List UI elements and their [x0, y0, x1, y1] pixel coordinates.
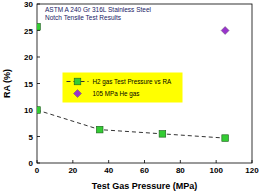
x-tick-label: 80 — [176, 166, 185, 175]
y-tick-label: 30 — [24, 0, 33, 9]
x-tick — [37, 160, 38, 163]
series-line — [37, 110, 225, 138]
y-tick — [37, 163, 40, 164]
subtitle: Notch Tensile Test Results — [45, 14, 122, 21]
x-axis-label: Test Gas Pressure (MPa) — [92, 181, 197, 191]
x-tick-label: 20 — [68, 166, 77, 175]
x-tick-label: 40 — [104, 166, 113, 175]
y-tick — [37, 57, 40, 58]
data-point — [222, 135, 229, 142]
legend-marker — [74, 90, 82, 98]
y-tick — [37, 83, 40, 84]
y-tick — [37, 136, 40, 137]
y-tick-label: 5 — [29, 133, 34, 142]
chart: 0 5 10 15 20 25 30 0 20 40 60 80 100 120 Test Gas Pres… — [0, 0, 260, 194]
y-tick — [37, 4, 40, 5]
x-tick-label: 0 — [35, 166, 40, 175]
legend-marker — [74, 78, 81, 85]
data-point — [96, 126, 103, 133]
data-point — [37, 107, 40, 114]
x-tick — [252, 160, 253, 163]
title: ASTM A 240 Gr 316L Stainless Steel — [45, 6, 152, 13]
x-tick-label: 100 — [209, 166, 223, 175]
x-tick — [216, 160, 217, 163]
plot-area — [37, 23, 229, 141]
legend-label: 105 MPa He gas — [93, 90, 140, 98]
x-tick — [108, 160, 109, 163]
y-tick-label: 15 — [24, 80, 33, 89]
x-tick — [144, 160, 145, 163]
legend-label: H2 gas Test Pressure vs RA — [93, 78, 172, 86]
legend-box — [63, 73, 183, 103]
y-tick-label: 25 — [24, 27, 33, 36]
data-point — [37, 23, 40, 30]
legend: H2 gas Test Pressure vs RA 105 MPa He gas — [63, 73, 183, 103]
y-axis-label: RA (%) — [2, 69, 12, 98]
x-tick-label: 120 — [245, 166, 259, 175]
x-tick-label: 60 — [140, 166, 149, 175]
plot-frame — [37, 4, 252, 163]
data-point — [221, 27, 229, 35]
y-tick-label: 0 — [29, 159, 34, 168]
y-tick-label: 10 — [24, 106, 33, 115]
x-tick — [72, 160, 73, 163]
y-tick-label: 20 — [24, 53, 33, 62]
data-point — [159, 131, 166, 138]
x-tick — [180, 160, 181, 163]
